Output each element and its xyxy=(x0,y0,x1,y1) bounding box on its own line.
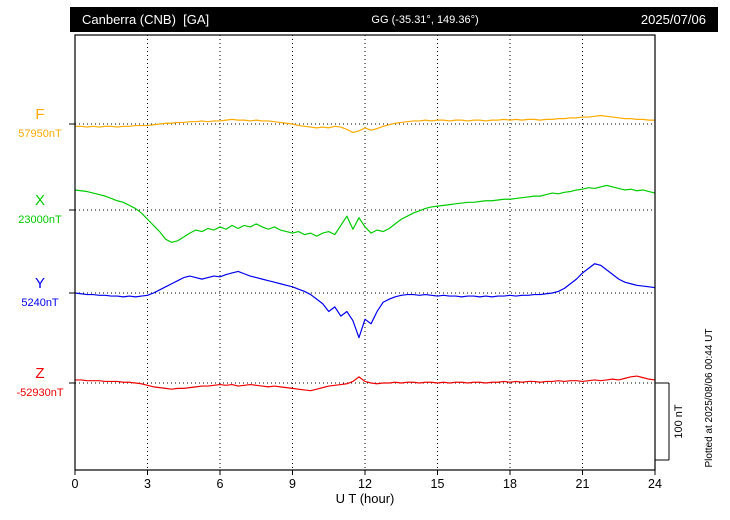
station-title: Canberra (CNB) [GA] xyxy=(82,12,210,27)
x-axis-label: U T (hour) xyxy=(336,491,395,506)
series-letter-Y: Y xyxy=(34,275,45,292)
plotted-at-note: Plotted at 2025/08/06 00:44 UT xyxy=(704,329,715,468)
series-letter-F: F xyxy=(35,106,45,123)
x-tick-label-24: 24 xyxy=(648,477,662,491)
series-baseline-value-Z: -52930nT xyxy=(16,387,64,399)
plot-date: 2025/07/06 xyxy=(640,12,706,27)
trace-X xyxy=(74,184,656,243)
x-tick-label-9: 9 xyxy=(289,477,296,491)
geographic-coords: GG (-35.31°, 149.36°) xyxy=(371,13,479,26)
plot-frame xyxy=(74,34,656,471)
x-tick-label-12: 12 xyxy=(358,477,372,491)
trace-Y xyxy=(74,263,656,339)
x-tick-label-3: 3 xyxy=(144,477,151,491)
series-baseline-value-F: 57950nT xyxy=(18,128,62,140)
x-tick-label-21: 21 xyxy=(576,477,590,491)
series-baseline-value-Y: 5240nT xyxy=(21,297,59,309)
trace-Z xyxy=(75,375,656,392)
series-letter-X: X xyxy=(34,192,45,209)
title-bar: Canberra (CNB) [GA] GG (-35.31°, 149.36°… xyxy=(70,7,718,32)
series-letter-Z: Z xyxy=(35,365,45,382)
series-baseline-value-X: 23000nT xyxy=(18,214,62,226)
x-tick-label-18: 18 xyxy=(503,477,517,491)
scale-bar-label: 100 nT xyxy=(673,404,685,439)
x-tick-label-6: 6 xyxy=(217,477,224,491)
trace-F xyxy=(75,114,655,134)
x-tick-label-15: 15 xyxy=(431,477,445,491)
x-tick-label-0: 0 xyxy=(72,477,79,491)
